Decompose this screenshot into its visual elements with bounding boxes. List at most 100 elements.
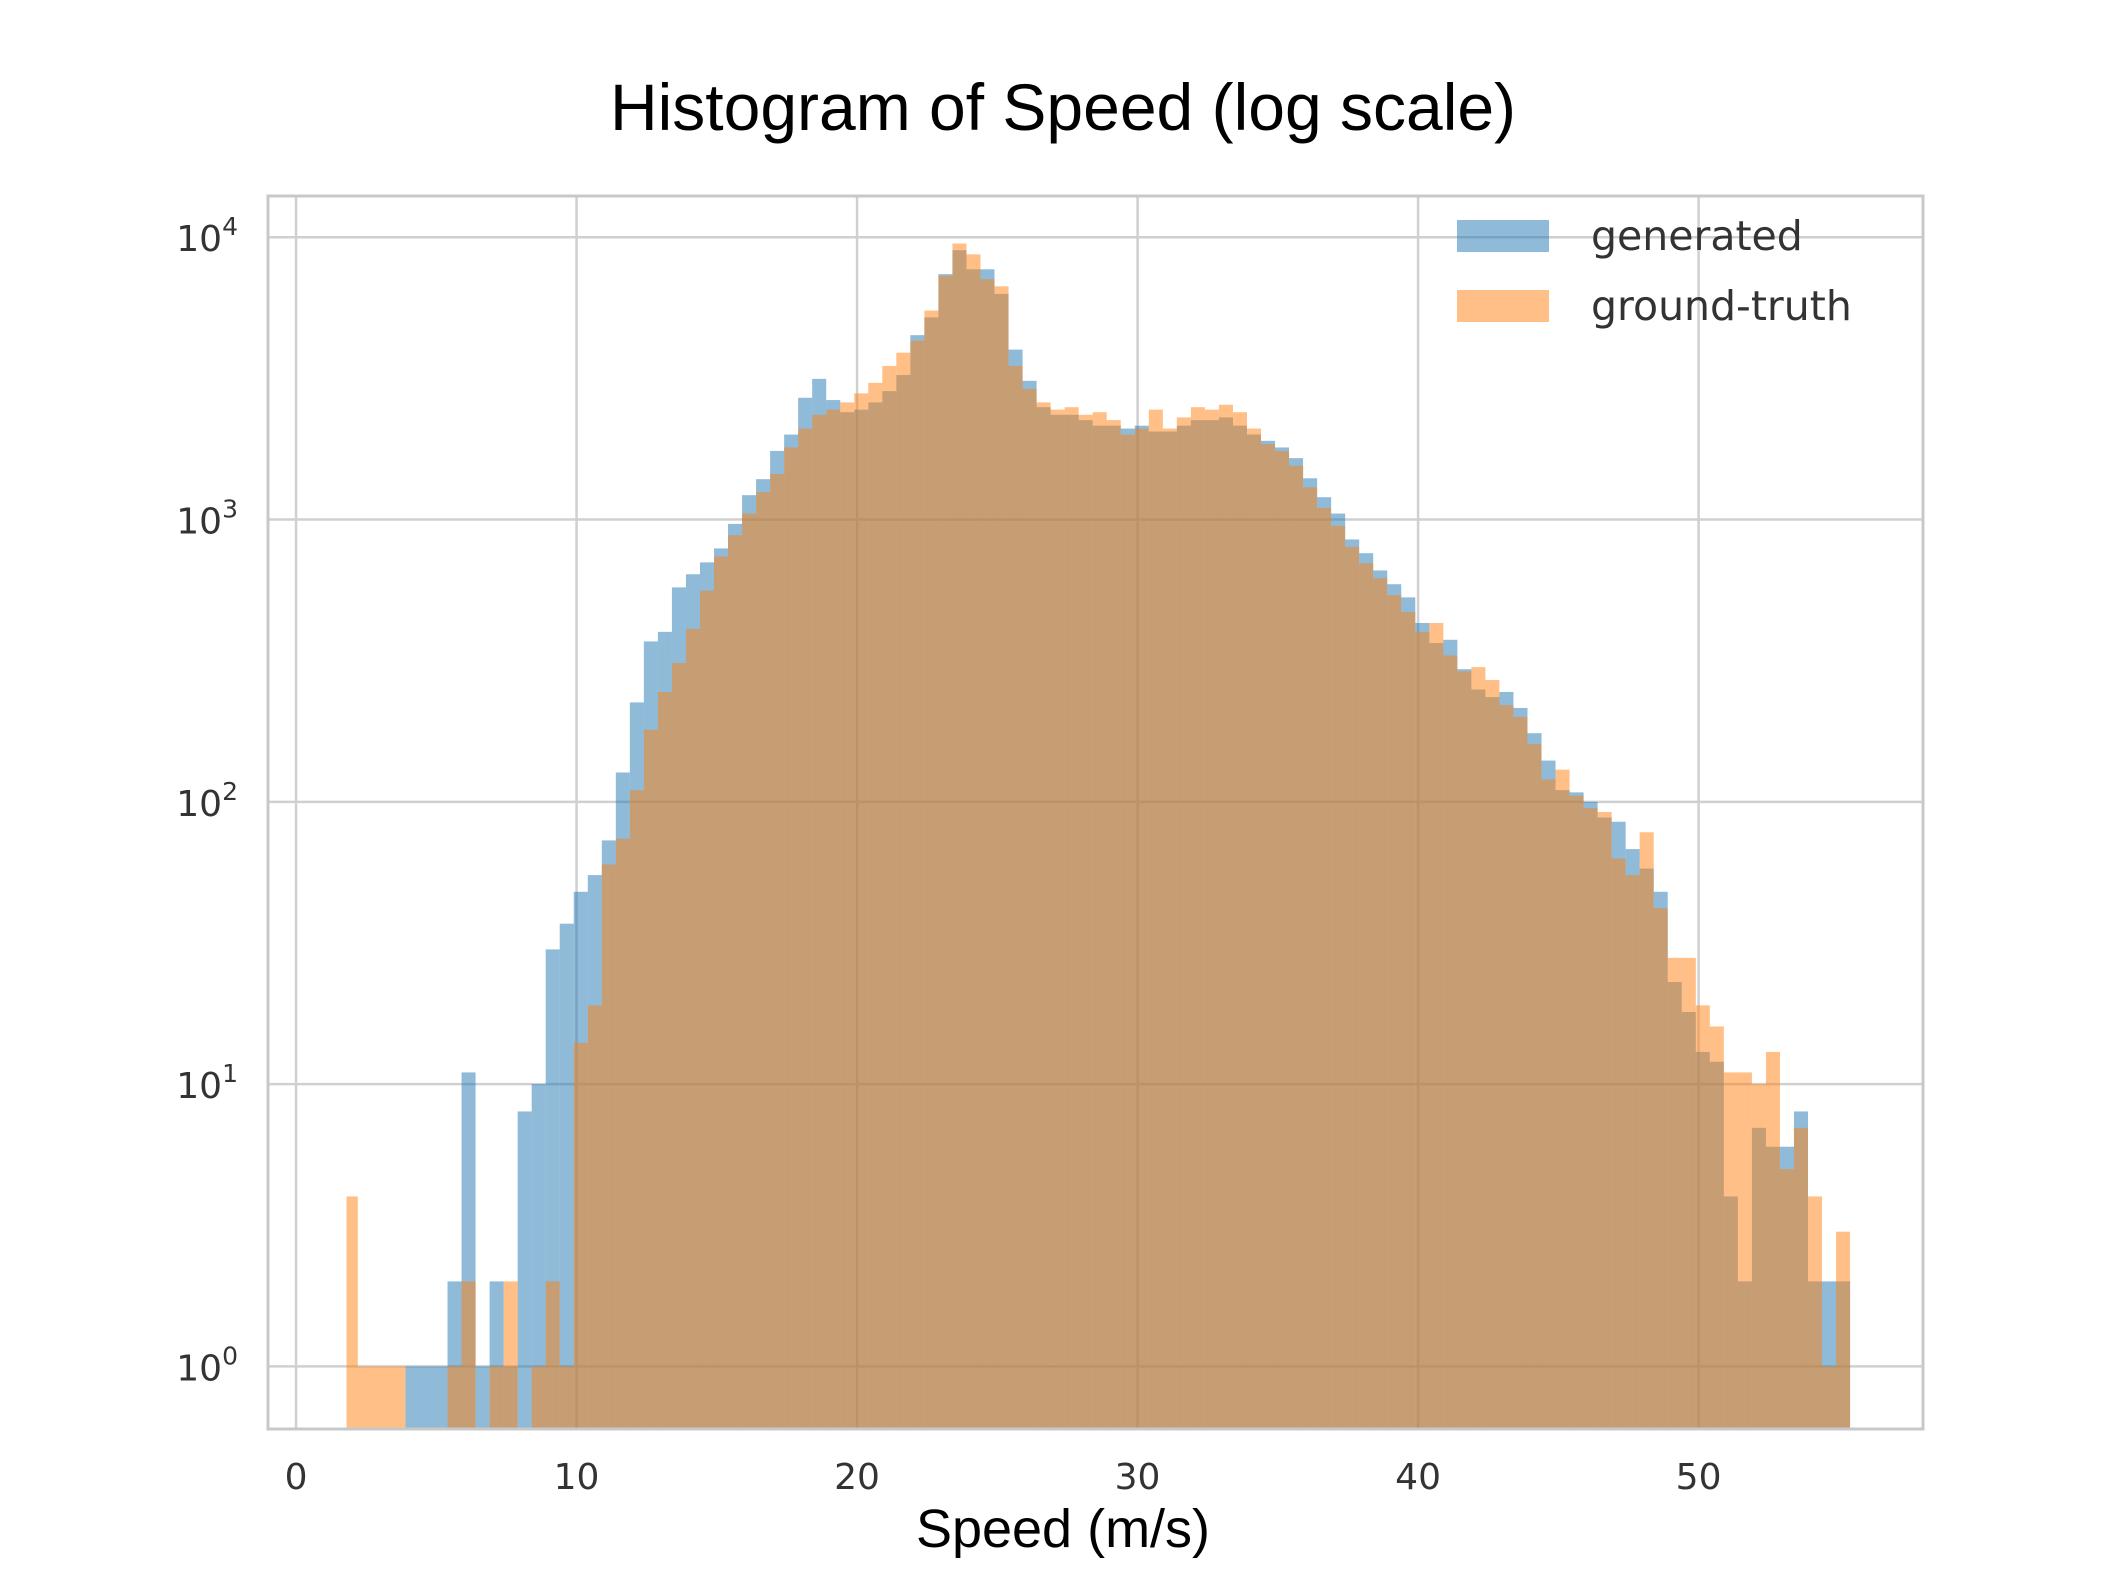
- histogram-bar: [1303, 487, 1318, 1429]
- x-tick-label: 0: [285, 1457, 308, 1498]
- histogram-bar: [447, 1366, 462, 1429]
- legend: generated ground-truth: [1457, 212, 1852, 330]
- histogram-bar: [475, 1366, 490, 1429]
- histogram-bar: [1653, 908, 1668, 1429]
- histogram-bar: [1204, 409, 1219, 1429]
- legend-label: generated: [1591, 212, 1803, 260]
- histogram-bar: [1639, 832, 1654, 1429]
- histogram-bar: [882, 365, 897, 1429]
- histogram-bar: [419, 1366, 434, 1429]
- histogram-bar: [1261, 444, 1276, 1430]
- histogram-bar: [1246, 428, 1261, 1430]
- histogram-bar: [657, 691, 672, 1429]
- histogram-bar: [1176, 417, 1191, 1429]
- histogram-bar: [924, 310, 939, 1429]
- histogram-bar: [671, 663, 686, 1429]
- histogram-bar: [770, 473, 785, 1430]
- histogram-bar: [1275, 450, 1290, 1429]
- histogram-bar: [1345, 546, 1360, 1429]
- histogram-bar: [1415, 631, 1430, 1429]
- histogram-bar: [1751, 1084, 1766, 1429]
- histogram-bar: [1092, 412, 1107, 1429]
- histogram-bar: [1667, 957, 1682, 1429]
- series-ground-truth: [346, 243, 1851, 1430]
- x-axis-label: Speed (m/s): [916, 1499, 1210, 1559]
- histogram-bar: [994, 286, 1009, 1429]
- histogram-bar: [699, 590, 715, 1429]
- histogram-bar: [868, 382, 883, 1429]
- histogram-bar: [587, 1005, 602, 1429]
- histogram-bar: [1120, 434, 1135, 1429]
- histogram-bar: [910, 340, 925, 1430]
- histogram-bar: [601, 864, 616, 1429]
- x-tick-label: 30: [1115, 1457, 1161, 1498]
- histogram-bar: [1190, 407, 1205, 1429]
- legend-label: ground-truth: [1591, 282, 1852, 330]
- histogram-bar: [1148, 409, 1163, 1429]
- histogram-bar: [405, 1366, 420, 1429]
- histogram-bar: [1289, 465, 1304, 1429]
- histogram-bar: [1401, 612, 1416, 1429]
- x-tick-label: 50: [1676, 1457, 1722, 1498]
- legend-swatch: [1457, 290, 1549, 322]
- histogram-bar: [1499, 705, 1514, 1429]
- histogram-bar: [1008, 365, 1023, 1429]
- histogram-bar: [573, 1042, 588, 1429]
- x-tick-label: 20: [834, 1457, 880, 1498]
- histogram-bar: [1822, 1366, 1837, 1429]
- histogram-bar: [517, 1111, 532, 1429]
- y-tick-label: 102: [176, 777, 238, 825]
- histogram-bar: [980, 279, 995, 1429]
- histogram-bar: [938, 275, 953, 1430]
- y-tick-label: 101: [176, 1059, 238, 1107]
- histogram-bar: [1359, 563, 1374, 1429]
- histogram-bar: [629, 790, 644, 1429]
- y-tick-label: 103: [176, 495, 238, 543]
- histogram-bar: [1050, 409, 1065, 1429]
- histogram-bar: [1611, 858, 1626, 1429]
- x-axis-ticks: 0 10 20 30 40 50: [285, 1457, 1722, 1498]
- histogram-bar: [1807, 1196, 1823, 1429]
- histogram-bar: [1779, 1169, 1794, 1429]
- histogram-bar: [1709, 1026, 1724, 1429]
- histogram-bar: [1555, 769, 1570, 1429]
- histogram-bar: [346, 1196, 358, 1429]
- histogram-bar: [1527, 744, 1542, 1429]
- histogram-bar: [952, 243, 967, 1430]
- histogram-bar: [1737, 1072, 1752, 1429]
- histogram-bar: [503, 1281, 518, 1429]
- histogram-bar: [1681, 957, 1696, 1429]
- histogram-bar: [433, 1366, 448, 1429]
- histogram-bar: [531, 1366, 546, 1429]
- histogram-bar: [1836, 1231, 1851, 1429]
- histogram-bar: [728, 535, 743, 1429]
- histogram-bar: [840, 402, 855, 1429]
- histogram-bar: [545, 1281, 560, 1429]
- chart-title: Histogram of Speed (log scale): [610, 70, 1516, 144]
- histogram-bar: [357, 1366, 406, 1429]
- histogram-bar: [854, 393, 869, 1430]
- x-tick-label: 10: [554, 1457, 600, 1498]
- plot-border: [266, 194, 1925, 1431]
- histogram-bar: [1106, 420, 1121, 1429]
- y-tick-label: 104: [176, 212, 238, 260]
- histogram-bar: [1597, 812, 1612, 1429]
- histogram-bar: [742, 513, 757, 1429]
- histogram-bar: [1625, 875, 1640, 1429]
- histogram-bar: [1429, 622, 1444, 1429]
- histogram-bars: [346, 243, 1851, 1430]
- histogram-bar: [1064, 407, 1079, 1429]
- histogram-bar: [1471, 667, 1486, 1429]
- histogram-bar: [685, 628, 700, 1429]
- histogram-bar: [559, 1366, 574, 1429]
- histogram-bar: [559, 923, 574, 1429]
- histogram-bar: [1373, 578, 1388, 1429]
- histogram-bar: [1723, 1072, 1738, 1429]
- y-tick-label: 100: [176, 1341, 238, 1389]
- histogram-bar: [826, 409, 841, 1429]
- histogram-bar: [1078, 414, 1093, 1430]
- histogram-bar: [1022, 389, 1037, 1429]
- histogram-bar: [896, 352, 911, 1429]
- histogram-bar: [1793, 1127, 1808, 1429]
